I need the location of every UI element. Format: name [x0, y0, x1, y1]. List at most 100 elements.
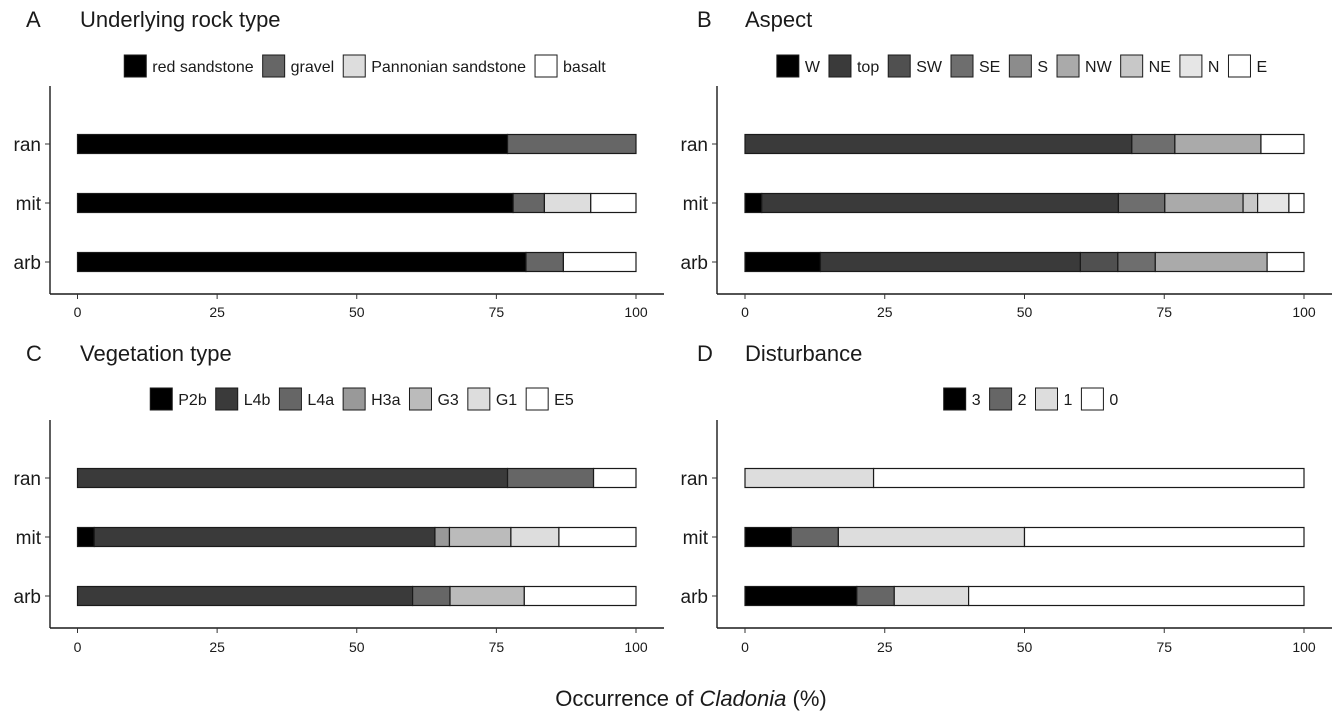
bar-segment	[76, 467, 509, 489]
legend-key	[525, 387, 549, 411]
bar-mit	[744, 526, 1305, 548]
bar-ran	[744, 133, 1305, 155]
bar-arb	[744, 585, 1305, 607]
bar-segment	[76, 133, 509, 155]
legend-key	[534, 54, 558, 78]
bar-arb	[76, 585, 637, 607]
legend-item: 0	[1080, 387, 1118, 411]
bar-segment	[1266, 251, 1305, 273]
bar-segment	[510, 526, 560, 548]
x-tick-label: 75	[1156, 639, 1172, 655]
legend-item: 2	[989, 387, 1027, 411]
legend-key	[943, 387, 967, 411]
x-tick-label: 0	[741, 304, 749, 320]
x-tick-label: 0	[74, 639, 82, 655]
bar-segment	[76, 526, 95, 548]
bar-segment	[761, 192, 1120, 214]
bar-segment	[856, 585, 895, 607]
category-label: mit	[16, 528, 42, 549]
panel-a: A Underlying rock type red sandstone gravel…	[14, 7, 664, 320]
legend-key	[342, 54, 366, 78]
category-label: arb	[681, 587, 708, 608]
category-label: arb	[14, 587, 41, 608]
legend-key	[1120, 54, 1144, 78]
bar-segment	[449, 585, 525, 607]
bar-segment	[893, 585, 970, 607]
legend-label: P2b	[178, 392, 207, 409]
legend-item: SE	[950, 54, 1000, 78]
legend-key	[262, 54, 286, 78]
bar-segment	[76, 251, 527, 273]
legend-item: Pannonian sandstone	[342, 54, 526, 78]
legend-item: G1	[467, 387, 517, 411]
panel-title: Underlying rock type	[80, 7, 281, 32]
bar-segment	[1164, 192, 1244, 214]
x-tick-label: 25	[877, 639, 893, 655]
legend-label: Pannonian sandstone	[371, 59, 526, 76]
legend-item: L4a	[278, 387, 334, 411]
x-tick-label: 50	[1017, 304, 1033, 320]
x-tick-label: 0	[741, 639, 749, 655]
legend-label: 2	[1018, 392, 1027, 409]
legend-label: NW	[1085, 59, 1113, 76]
bar-segment	[1117, 251, 1156, 273]
legend-key	[278, 387, 302, 411]
x-tick-label: 100	[1292, 304, 1316, 320]
legend-label: SW	[916, 59, 943, 76]
x-axis-label-taxon: Cladonia	[700, 686, 787, 711]
category-label: arb	[14, 253, 41, 274]
legend-label: red sandstone	[152, 59, 254, 76]
legend-key	[989, 387, 1013, 411]
bar-segment	[1079, 251, 1119, 273]
bar-segment	[1174, 133, 1262, 155]
legend-label: L4b	[244, 392, 271, 409]
bar-segment	[523, 585, 637, 607]
bar-arb	[744, 251, 1305, 273]
legend-key	[123, 54, 147, 78]
x-tick-label: 25	[877, 304, 893, 320]
legend-item: 3	[943, 387, 981, 411]
bar-segment	[1260, 133, 1305, 155]
x-axis-label-prefix: Occurrence of	[555, 686, 699, 711]
bar-segment	[76, 585, 414, 607]
legend-key	[1179, 54, 1203, 78]
bar-ran	[76, 133, 637, 155]
legend-item: NW	[1056, 54, 1113, 78]
legend: red sandstone gravel Pannonian sandstone ba…	[123, 54, 606, 78]
bar-segment	[76, 192, 514, 214]
x-tick-label: 100	[624, 304, 648, 320]
bar-ran	[76, 467, 637, 489]
bar-segment	[1257, 192, 1290, 214]
legend-label: SE	[979, 59, 1000, 76]
legend-label: G1	[496, 392, 517, 409]
bar-segment	[744, 133, 1133, 155]
category-label: arb	[681, 253, 708, 274]
bar-segment	[1242, 192, 1259, 214]
legend-key	[149, 387, 173, 411]
legend-label: NE	[1149, 59, 1171, 76]
panel-c: C Vegetation type P2b L4b L4a H3a G3 G1 E5 0 25 50 7…	[14, 341, 664, 655]
legend-label: 1	[1064, 392, 1073, 409]
bar-segment	[1154, 251, 1268, 273]
legend-label: N	[1208, 59, 1220, 76]
legend-label: S	[1037, 59, 1048, 76]
legend-item: P2b	[149, 387, 207, 411]
legend-label: W	[805, 59, 821, 76]
legend-label: H3a	[371, 392, 400, 409]
legend-key	[1008, 54, 1032, 78]
x-tick-label: 75	[489, 639, 505, 655]
bar-mit	[744, 192, 1305, 214]
category-label: ran	[14, 135, 41, 156]
legend-key	[950, 54, 974, 78]
legend-item: N	[1179, 54, 1220, 78]
bar-segment	[744, 585, 858, 607]
category-label: mit	[683, 528, 709, 549]
legend-item: NE	[1120, 54, 1171, 78]
panel-letter: D	[697, 341, 713, 366]
category-label: ran	[14, 469, 41, 490]
category-label: mit	[16, 194, 42, 215]
x-axis-label: Occurrence of Cladonia (%)	[555, 686, 826, 711]
legend-key	[408, 387, 432, 411]
